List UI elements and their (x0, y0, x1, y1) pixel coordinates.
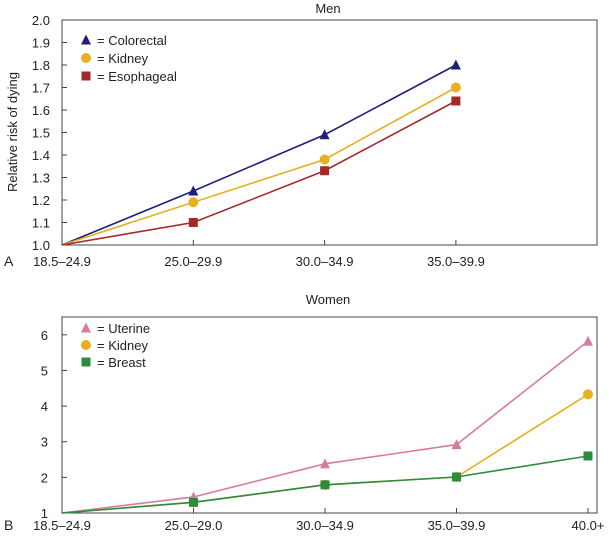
data-point-2-1 (188, 218, 198, 227)
legend-label-0: = Colorectal (97, 33, 167, 48)
data-point-0-3 (450, 59, 461, 70)
y-tick-label: 1.3 (32, 171, 50, 186)
legend-label-0: = Uterine (97, 321, 150, 336)
legend-label-1: = Kidney (97, 338, 148, 353)
y-tick-label: 2 (41, 470, 48, 485)
chart-title: Men (315, 1, 340, 16)
data-point-0-4 (583, 335, 593, 346)
legend-marker-1 (81, 53, 91, 63)
y-tick-label: 4 (41, 399, 48, 414)
data-point-2-2 (320, 166, 330, 176)
x-tick-label: 30.0–34.9 (296, 518, 354, 533)
data-point-1-1 (188, 197, 199, 208)
y-tick-label: 1 (41, 506, 48, 521)
y-tick-label: 1.6 (32, 103, 50, 118)
data-point-0-2 (320, 458, 330, 469)
data-point-2-1 (189, 497, 198, 507)
x-tick-label: 40.0+ (572, 518, 605, 533)
data-point-0-2 (319, 129, 330, 140)
y-tick-label: 1.5 (32, 126, 50, 141)
y-tick-label: 3 (41, 435, 48, 450)
y-tick-label: 1.8 (32, 58, 50, 73)
series-line-2 (61, 100, 457, 246)
legend-label-2: = Breast (97, 355, 146, 370)
y-axis-label: Relative risk of dying (5, 72, 20, 192)
legend-label-1: = Kidney (97, 51, 148, 66)
x-tick-label: 30.0–34.9 (296, 254, 354, 269)
y-tick-label: 6 (41, 328, 48, 343)
series-line-1 (61, 393, 589, 514)
data-point-1-4 (583, 389, 593, 400)
x-tick-label: 35.0–39.9 (427, 254, 485, 269)
plot-frame (61, 316, 598, 514)
legend-marker-1 (81, 340, 91, 350)
series-line-0 (61, 64, 457, 246)
data-point-0-1 (188, 185, 199, 196)
chart-title: Women (306, 292, 351, 307)
series-line-1 (61, 86, 457, 246)
x-tick-label: 35.0–39.9 (428, 518, 486, 533)
y-tick-label: 1.1 (32, 216, 50, 231)
legend-marker-2 (81, 71, 91, 81)
legend-marker-0 (81, 34, 91, 45)
x-tick-label: 18.5–24.9 (33, 254, 91, 269)
data-point-0-3 (451, 439, 462, 450)
y-tick-label: 5 (41, 363, 48, 378)
panel-label: B (4, 517, 13, 533)
panel-label: A (4, 253, 14, 269)
data-point-2-3 (452, 472, 461, 482)
y-tick-label: 1.0 (32, 238, 50, 253)
y-tick-label: 1.4 (32, 148, 50, 163)
y-tick-label: 1.7 (32, 81, 50, 96)
data-point-2-3 (451, 96, 461, 106)
data-point-1-3 (450, 82, 461, 93)
y-tick-label: 2.0 (32, 13, 50, 28)
legend-label-2: = Esophageal (97, 69, 177, 84)
x-tick-label: 25.0–29.9 (164, 254, 222, 269)
x-tick-label: 18.5–24.9 (33, 518, 91, 533)
chart-panel-women: Women B 1 2 3 4 5 6 18.5–24.9 25.0–29.0 30.0–34.9 3… (4, 292, 604, 533)
legend-marker-2 (81, 357, 91, 367)
y-tick-label: 1.9 (32, 36, 50, 51)
chart-panel-men: Men A 1.0 1.1 1.2 1.3 1.4 1.5 1.6 1.7 1.8 1.9 2.0 18.… (4, 1, 598, 269)
data-point-2-2 (320, 480, 330, 490)
legend-marker-0 (81, 322, 91, 333)
data-point-2-4 (583, 451, 593, 461)
data-point-1-2 (319, 154, 330, 165)
y-tick-label: 1.2 (32, 193, 50, 208)
x-tick-label: 25.0–29.0 (165, 518, 223, 533)
